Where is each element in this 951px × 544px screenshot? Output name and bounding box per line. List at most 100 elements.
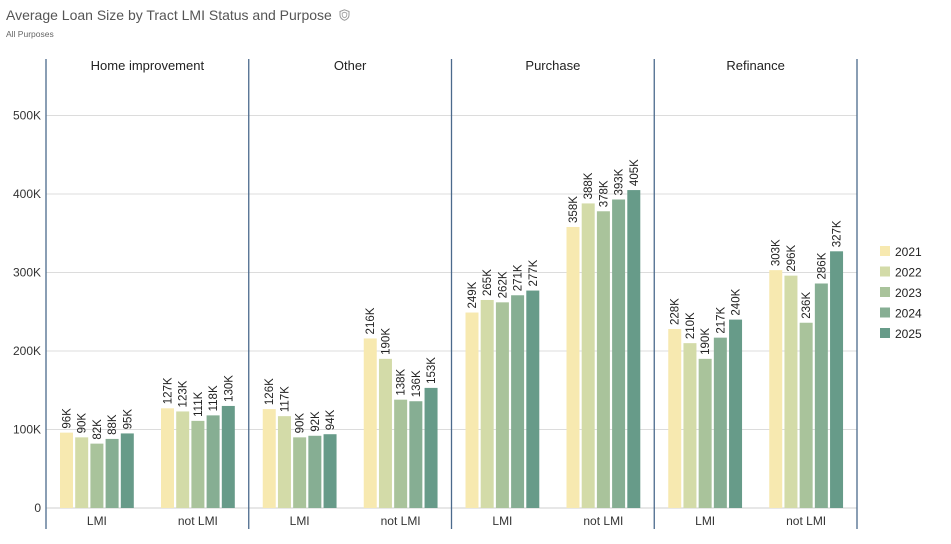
y-tick-label: 400K <box>13 187 41 201</box>
bar <box>75 437 89 508</box>
data-label: 136K <box>411 370 423 397</box>
legend-label: 2025 <box>895 327 922 341</box>
facet-label: Refinance <box>726 58 785 73</box>
y-tick-label: 0 <box>34 501 41 515</box>
data-label: 117K <box>279 386 291 412</box>
facet-label: Purchase <box>525 58 580 73</box>
bar <box>293 437 307 508</box>
bar <box>683 343 697 508</box>
bar <box>120 433 134 508</box>
bar <box>262 409 276 508</box>
data-label: 228K <box>670 298 682 325</box>
data-label: 130K <box>223 375 235 402</box>
shield-icon[interactable] <box>339 9 350 21</box>
data-label: 378K <box>598 180 610 207</box>
bar <box>90 443 104 508</box>
data-label: 94K <box>325 409 337 430</box>
bar <box>596 211 610 508</box>
bar <box>161 408 174 508</box>
bar <box>729 319 743 508</box>
bar <box>277 416 291 508</box>
data-label: 118K <box>208 385 220 411</box>
data-label: 240K <box>731 288 743 315</box>
bar <box>698 358 712 508</box>
data-label: 111K <box>193 391 205 416</box>
bar <box>378 358 392 508</box>
legend-swatch <box>880 246 890 256</box>
legend-label: 2022 <box>895 266 922 280</box>
data-label: 286K <box>816 252 828 279</box>
data-label: 127K <box>163 377 175 404</box>
chart-subtitle: All Purposes <box>6 29 54 39</box>
data-label: 216K <box>365 307 377 334</box>
y-tick-label: 500K <box>13 109 41 123</box>
data-label: 153K <box>426 357 438 384</box>
bar <box>830 251 844 508</box>
bar <box>363 338 377 508</box>
x-tick-label: not LMI <box>381 514 421 528</box>
x-tick-label: not LMI <box>786 514 826 528</box>
chart-title: Average Loan Size by Tract LMI Status an… <box>6 7 332 23</box>
x-tick-label: LMI <box>290 514 310 528</box>
x-tick-label: LMI <box>87 514 107 528</box>
data-label: 405K <box>629 159 641 186</box>
bar <box>814 283 828 508</box>
data-label: 236K <box>801 292 813 319</box>
bar <box>495 302 509 508</box>
x-tick-label: LMI <box>492 514 512 528</box>
bar <box>424 387 438 508</box>
bar <box>323 434 337 508</box>
legend-swatch <box>880 287 890 297</box>
data-label: 265K <box>482 269 494 296</box>
bar <box>668 329 682 508</box>
bar <box>60 432 73 508</box>
data-label: 358K <box>568 196 580 223</box>
bar <box>394 399 408 508</box>
bar <box>581 203 595 509</box>
bar <box>308 435 322 508</box>
bar <box>176 411 190 508</box>
legend-swatch <box>880 328 890 338</box>
data-label: 271K <box>513 264 525 291</box>
bar <box>612 199 626 508</box>
x-tick-label: LMI <box>695 514 715 528</box>
legend-swatch <box>880 266 890 277</box>
legend-label: 2024 <box>895 307 922 321</box>
data-label: 82K <box>92 419 104 440</box>
facet-label: Other <box>334 58 367 73</box>
data-label: 327K <box>832 220 844 247</box>
data-label: 92K <box>310 411 322 432</box>
data-label: 190K <box>700 328 712 355</box>
x-tick-label: not LMI <box>178 514 218 528</box>
bar <box>511 295 525 508</box>
data-label: 303K <box>771 239 783 266</box>
bar <box>713 337 727 508</box>
data-label: 249K <box>467 281 479 308</box>
bar <box>221 405 235 508</box>
data-label: 388K <box>583 172 595 199</box>
y-tick-label: 200K <box>13 344 41 358</box>
bar <box>526 290 540 508</box>
data-label: 190K <box>380 328 392 355</box>
y-tick-label: 300K <box>13 266 41 280</box>
data-label: 262K <box>497 271 509 298</box>
bar <box>627 190 641 508</box>
bar <box>784 275 798 508</box>
data-label: 138K <box>396 368 408 395</box>
data-label: 126K <box>264 378 276 405</box>
bar <box>769 270 783 508</box>
legend-label: 2023 <box>895 286 922 300</box>
data-label: 277K <box>528 259 540 286</box>
data-label: 90K <box>77 413 89 434</box>
data-label: 123K <box>178 380 190 407</box>
legend-swatch <box>880 307 890 318</box>
bar <box>105 438 119 508</box>
data-label: 210K <box>685 312 697 339</box>
bar <box>465 312 479 508</box>
bar <box>191 420 205 508</box>
bar <box>480 299 494 508</box>
y-tick-label: 100K <box>13 423 41 437</box>
bar <box>206 415 220 508</box>
facet-label: Home improvement <box>91 58 205 73</box>
